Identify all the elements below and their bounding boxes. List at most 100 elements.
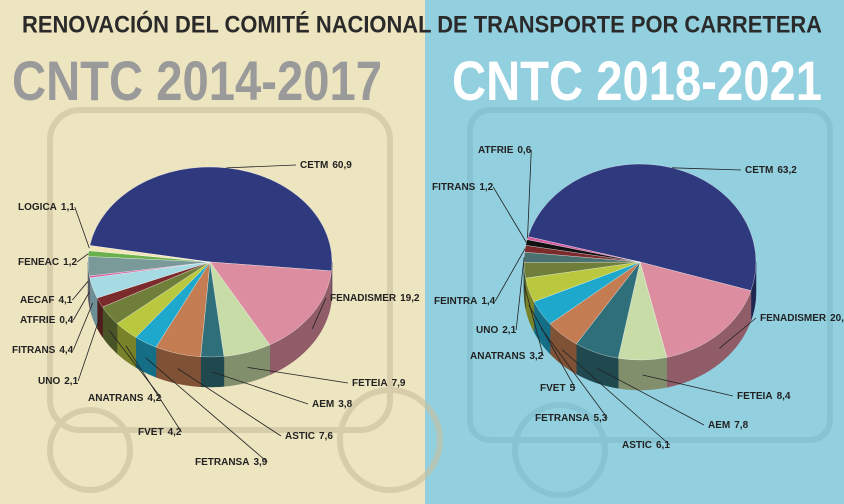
slice-label: FETRANSA 5,3 <box>535 413 608 424</box>
leader-line <box>540 327 608 419</box>
slice-label-value: 2,1 <box>502 325 516 336</box>
leader-line <box>177 368 282 437</box>
slice-label: CETM 60,9 <box>300 160 352 171</box>
slice-label-value: 0,6 <box>517 145 531 156</box>
slice-label-value: 3,8 <box>338 399 352 410</box>
slice-label-name: CETM <box>300 160 328 171</box>
pie-top <box>523 163 757 361</box>
slice-label-name: AEM <box>708 420 730 431</box>
leader-line <box>74 206 90 249</box>
slice-label-name: ATFRIE <box>478 145 514 156</box>
slice-label-name: LOGICA <box>18 202 57 213</box>
slice-label-value: 0,4 <box>59 315 73 326</box>
slice-label: ATFRIE 0,6 <box>478 145 532 156</box>
slice-label: LOGICA 1,1 <box>18 202 75 213</box>
truck-silhouette <box>467 107 833 498</box>
slice-label-value: 19,2 <box>400 293 420 304</box>
slice-label-name: FITRANS <box>432 182 476 193</box>
slice-label: FENADISMER 19,2 <box>330 293 420 304</box>
slice-label-name: ASTIC <box>622 440 652 451</box>
leader-line <box>527 149 532 239</box>
slice <box>89 166 333 272</box>
slice-label-name: FVET <box>540 383 566 394</box>
slice-label-name: AECAF <box>20 295 54 306</box>
slice-label-name: UNO <box>476 325 498 336</box>
slice-label: UNO 2,1 <box>476 325 517 336</box>
slice-label-name: FETRANSA <box>535 413 589 424</box>
pie-sides <box>523 261 757 391</box>
slice-label-value: 1,2 <box>63 257 77 268</box>
slice-label-value: 7,6 <box>319 431 333 442</box>
pie-sides <box>87 261 333 388</box>
slice-label-name: ANATRANS <box>470 351 526 362</box>
slice-label-name: FETRANSA <box>195 457 249 468</box>
leader-line <box>72 280 89 301</box>
slice-label-name: FENADISMER <box>330 293 397 304</box>
leader-line <box>247 366 349 384</box>
truck-silhouette <box>47 107 443 493</box>
slice-label-value: 5 <box>570 383 576 394</box>
slice-label-value: 1,2 <box>479 182 493 193</box>
slice-label: UNO 2,1 <box>38 376 79 387</box>
slice-label: ATFRIE 0,4 <box>20 315 74 326</box>
slice-label: FVET 4,2 <box>138 427 182 438</box>
slice-label: FITRANS 4,4 <box>12 345 74 356</box>
slice-side <box>617 357 668 391</box>
slice-label-value: 6,1 <box>656 440 670 451</box>
slice-label: ANATRANS 4,2 <box>88 393 162 404</box>
slice-label-value: 5,3 <box>593 413 607 424</box>
slice-label: AEM 7,8 <box>708 420 749 431</box>
slice-label-name: FEINTRA <box>434 296 477 307</box>
leader-line <box>515 257 525 331</box>
leader-line <box>72 302 94 351</box>
slice-label: ANATRANS 3,2 <box>470 351 544 362</box>
slice-label-value: 4,2 <box>147 393 161 404</box>
slice-label-value: 63,2 <box>777 165 797 176</box>
leader-line <box>524 285 544 357</box>
slice-label-name: FETEIA <box>352 378 388 389</box>
leader-line <box>311 297 327 329</box>
slice-label-name: ASTIC <box>285 431 315 442</box>
leader-line <box>642 374 734 397</box>
slice-label-value: 4,2 <box>168 427 182 438</box>
slice-side <box>200 356 225 388</box>
slice-label-value: 3,9 <box>253 457 267 468</box>
slice-label-value: 60,9 <box>332 160 352 171</box>
pie-top <box>87 166 333 358</box>
slice-label-value: 4,1 <box>58 295 72 306</box>
slice-label-name: UNO <box>38 376 60 387</box>
slice-label: FENEAC 1,2 <box>18 257 77 268</box>
slice-label: FETRANSA 3,9 <box>195 457 268 468</box>
slice-label: FEINTRA 1,4 <box>434 296 496 307</box>
leader-line <box>76 253 89 263</box>
slice-label-name: AEM <box>312 399 334 410</box>
chart-title: CNTC 2014-2017 <box>12 49 382 112</box>
slice-label-name: FVET <box>138 427 164 438</box>
slice <box>639 261 752 358</box>
leader-line <box>145 357 268 463</box>
slice-label: FETEIA 8,4 <box>737 391 791 402</box>
slice-label: ASTIC 6,1 <box>622 440 670 451</box>
slice-label: AEM 3,8 <box>312 399 353 410</box>
leader-line <box>125 345 182 433</box>
slice-label-name: FITRANS <box>12 345 56 356</box>
slice-label: CETM 63,2 <box>745 165 797 176</box>
slice-label-name: FENADISMER <box>760 313 827 324</box>
slice-label-value: 20,7 <box>830 313 844 324</box>
slice-label-name: FETEIA <box>737 391 773 402</box>
slice-label-value: 2,1 <box>64 376 78 387</box>
slice-label: ASTIC 7,6 <box>285 431 333 442</box>
leader-line <box>494 248 526 302</box>
leader-line <box>596 367 705 426</box>
leader-line <box>72 291 90 321</box>
leader-line <box>671 167 742 171</box>
slice-label: AECAF 4,1 <box>20 295 73 306</box>
chart-title: CNTC 2018-2021 <box>452 49 822 112</box>
slice-label-name: ATFRIE <box>20 315 56 326</box>
slice-label-value: 8,4 <box>777 391 791 402</box>
slice-label-name: FENEAC <box>18 257 59 268</box>
leader-line <box>719 317 757 349</box>
